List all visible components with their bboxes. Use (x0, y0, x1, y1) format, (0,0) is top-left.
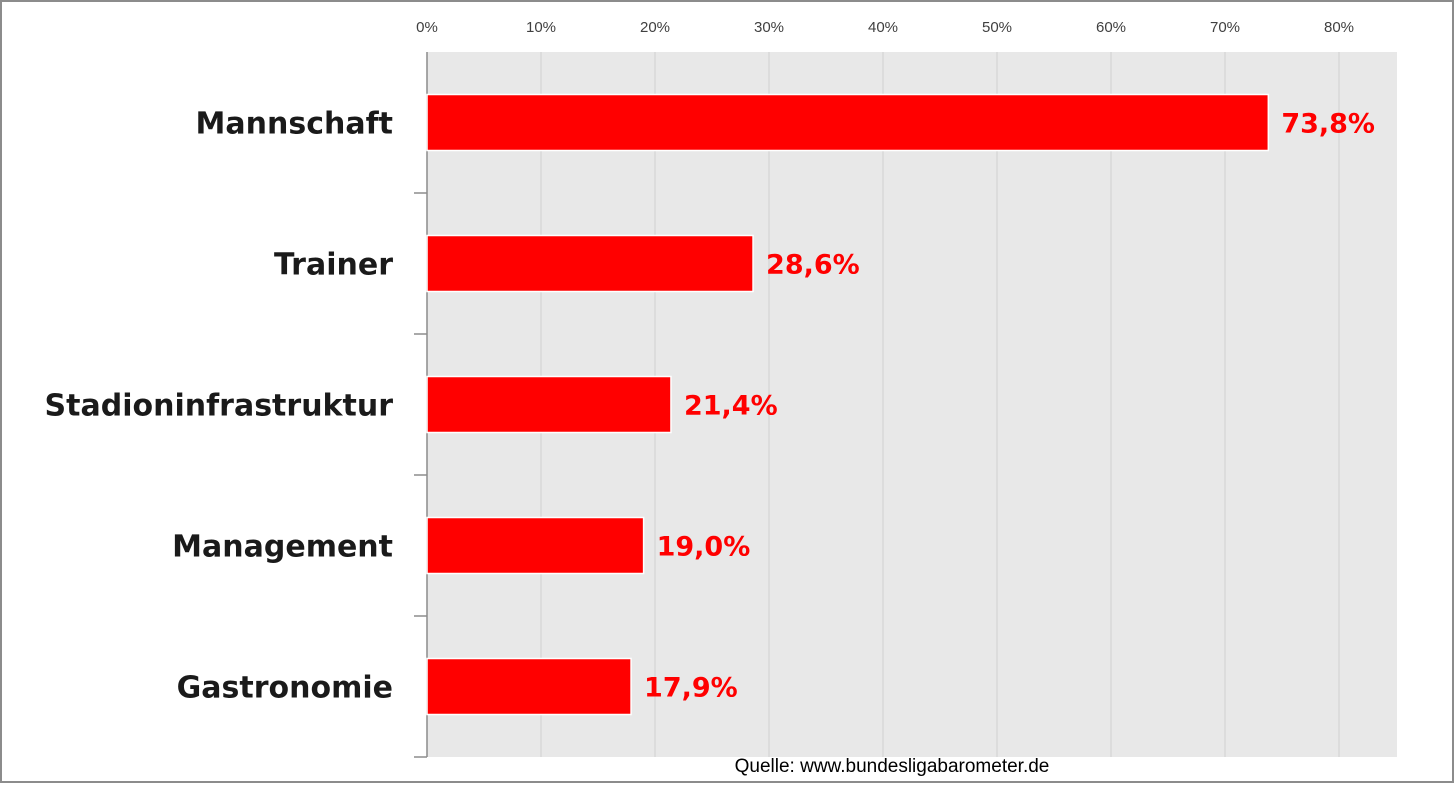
value-labels: 73,8% 28,6% 21,4% 19,0% 17,9% (644, 109, 1375, 704)
x-tick-label: 20% (640, 19, 670, 36)
value-label: 17,9% (644, 673, 738, 704)
category-label: Management (172, 530, 393, 565)
x-tick-label: 10% (526, 19, 556, 36)
axes (414, 52, 428, 758)
category-labels: Mannschaft Trainer Stadioninfrastruktur Man… (45, 107, 394, 706)
bar (426, 375, 672, 434)
bar (426, 234, 754, 293)
gridlines (540, 52, 1340, 757)
category-label: Gastronomie (177, 671, 393, 706)
x-tick-label: 40% (868, 19, 898, 36)
value-label: 73,8% (1281, 109, 1375, 140)
source-note: Quelle: www.bundesligabarometer.de (735, 756, 1050, 777)
category-label: Trainer (274, 248, 393, 283)
value-label: 28,6% (766, 250, 860, 281)
category-label: Stadioninfrastruktur (45, 389, 394, 424)
x-tick-label: 50% (982, 19, 1012, 36)
x-tick-label: 70% (1210, 19, 1240, 36)
value-label: 21,4% (684, 391, 778, 422)
x-tick-label: 60% (1096, 19, 1126, 36)
x-tick-label: 0% (416, 19, 438, 36)
x-tick-label: 30% (754, 19, 784, 36)
bars (426, 93, 1270, 716)
bar (426, 657, 632, 716)
x-tick-label: 80% (1324, 19, 1354, 36)
bar (426, 516, 645, 575)
bar (426, 93, 1270, 152)
value-label: 19,0% (657, 532, 751, 563)
x-tick-labels: 0% 10% 20% 30% 40% 50% 60% 70% 80% (416, 19, 1354, 36)
category-label: Mannschaft (196, 107, 393, 142)
